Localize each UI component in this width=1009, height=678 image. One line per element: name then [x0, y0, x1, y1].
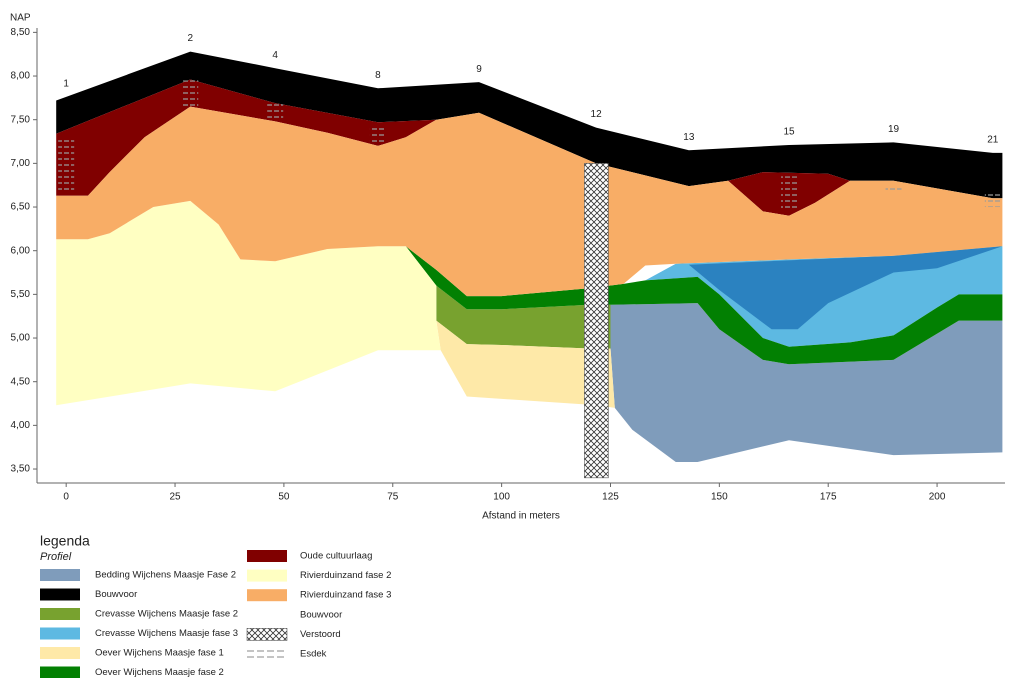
y-axis-label: NAP: [10, 13, 31, 24]
legend-label: Crevasse Wijchens Maasje fase 3: [95, 628, 238, 639]
y-tick-label: 8,00: [11, 71, 31, 82]
borehole-label: 1: [63, 78, 69, 89]
borehole-label: 19: [888, 124, 900, 135]
x-tick-label: 50: [278, 492, 290, 503]
borehole-label: 4: [272, 50, 278, 61]
x-tick-label: 100: [493, 492, 510, 503]
borehole-label: 15: [783, 127, 795, 138]
esdek-mark: [886, 188, 902, 191]
legend-subtitle: Profiel: [40, 551, 72, 563]
y-tick-label: 4,50: [11, 376, 31, 387]
x-tick-label: 175: [820, 492, 837, 503]
legend-swatch: [40, 589, 80, 601]
x-tick-label: 200: [929, 492, 946, 503]
legend-swatch: [40, 667, 80, 678]
esdek-mark: [58, 139, 74, 191]
y-tick-label: 6,50: [11, 202, 31, 213]
legend-swatch: [247, 628, 287, 640]
y-tick-label: 8,50: [11, 27, 31, 38]
x-tick-label: 150: [711, 492, 728, 503]
legend-label: Esdek: [300, 649, 327, 660]
y-tick-label: 3,50: [11, 464, 31, 475]
esdek-mark: [985, 194, 1001, 207]
esdek-mark: [781, 176, 797, 211]
y-tick-label: 7,00: [11, 158, 31, 169]
esdek-mark: [182, 80, 198, 106]
legend-swatch: [40, 628, 80, 640]
x-tick-label: 125: [602, 492, 619, 503]
x-tick-label: 75: [387, 492, 399, 503]
legend-label: Bouwvoor: [95, 589, 137, 600]
legend-label: Oude cultuurlaag: [300, 551, 372, 562]
legend-label: Oever Wijchens Maasje fase 1: [95, 648, 224, 659]
legend-swatch: [247, 589, 287, 601]
legend-swatch: [40, 647, 80, 659]
legend-swatch: [40, 608, 80, 620]
y-tick-label: 7,50: [11, 114, 31, 125]
borehole-label: 12: [591, 109, 603, 120]
borehole-label: 21: [987, 135, 999, 146]
x-axis-label: Afstand in meters: [482, 511, 560, 522]
legend-swatch: [247, 550, 287, 562]
legend-title: legenda: [40, 533, 90, 549]
legend-label: Rivierduinzand fase 2: [300, 570, 391, 581]
legend-swatch: [247, 570, 287, 582]
x-tick-label: 25: [169, 492, 181, 503]
borehole-label: 2: [187, 33, 193, 44]
legend-label: Rivierduinzand fase 3: [300, 590, 391, 601]
legend-label: Oever Wijchens Maasje fase 2: [95, 667, 224, 678]
legend-swatch: [40, 569, 80, 581]
legend-label: Bedding Wijchens Maasje Fase 2: [95, 570, 236, 581]
y-tick-label: 5,50: [11, 289, 31, 300]
legend-label: Bouwvoor: [300, 609, 342, 620]
borehole-label: 9: [476, 64, 482, 75]
legend-label: Verstoord: [300, 629, 341, 640]
esdek-mark: [267, 104, 283, 120]
y-tick-label: 6,00: [11, 245, 31, 256]
esdek-mark: [370, 126, 386, 144]
y-tick-label: 5,00: [11, 333, 31, 344]
legend-label: Crevasse Wijchens Maasje fase 2: [95, 609, 238, 620]
borehole-label: 13: [683, 132, 695, 143]
y-tick-label: 4,00: [11, 420, 31, 431]
layer: [584, 163, 608, 477]
chart: NAP Afstand in meters legenda Profiel 3,…: [0, 0, 1009, 678]
borehole-label: 8: [375, 70, 381, 81]
x-tick-label: 0: [63, 492, 69, 503]
